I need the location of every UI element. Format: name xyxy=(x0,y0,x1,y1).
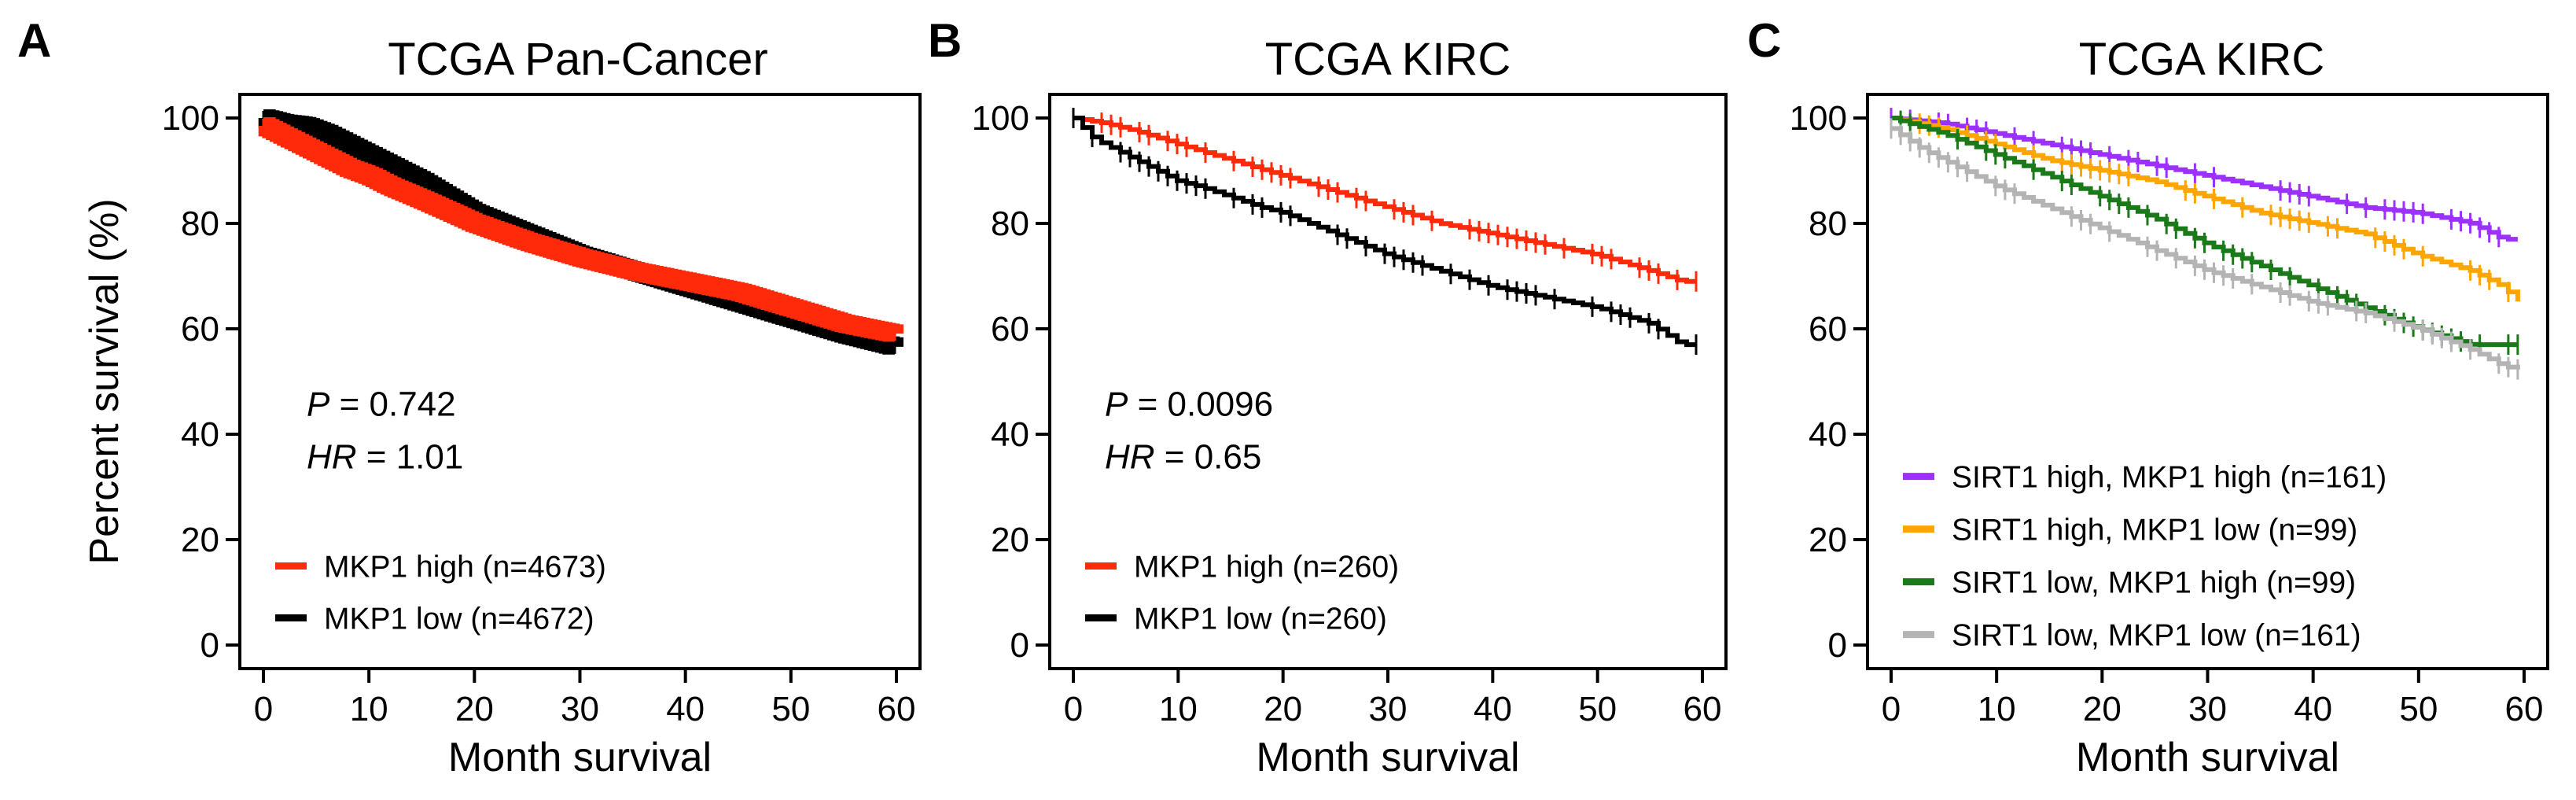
y-tick-label: 0 xyxy=(1010,626,1029,665)
legend: SIRT1 high, MKP1 high (n=161) SIRT1 high,… xyxy=(1903,461,2386,653)
panel-letter: C xyxy=(1747,14,1781,67)
x-tick-label: 50 xyxy=(771,690,810,728)
x-tick-label: 10 xyxy=(1978,690,2016,728)
p-value: = 0.742 xyxy=(329,385,455,424)
x-axis-label: Month survival xyxy=(448,735,712,780)
stats-annotation: P = 0.742 HR = 1.01 xyxy=(307,385,463,477)
y-tick-label: 80 xyxy=(991,205,1029,243)
chart-title: TCGA KIRC xyxy=(2079,34,2325,85)
hr-value-text: HR = 0.65 xyxy=(1105,438,1261,477)
x-tick-label: 30 xyxy=(1369,690,1408,728)
legend-label: SIRT1 low, MKP1 low (n=161) xyxy=(1952,619,2361,653)
y-tick-label: 40 xyxy=(1809,415,1847,454)
stats-annotation: P = 0.0096 HR = 0.65 xyxy=(1105,385,1273,477)
y-tick-label: 60 xyxy=(991,310,1029,348)
x-tick-label: 60 xyxy=(1684,690,1722,728)
series-group xyxy=(1072,108,1698,356)
chart-title: TCGA Pan-Cancer xyxy=(388,34,768,85)
y-tick-label: 40 xyxy=(181,415,219,454)
censor-marks-1 xyxy=(262,119,896,341)
x-tick-label: 50 xyxy=(1578,690,1617,728)
panel-letter: B xyxy=(928,14,962,67)
panel-b: B TCGA KIRC 0 20 40 60 80 100 0 10 20 30 40 50 60 Month… xyxy=(928,14,1728,780)
y-tick-label: 20 xyxy=(991,521,1029,559)
y-tick-label: 80 xyxy=(181,205,219,243)
censor-marks-1 xyxy=(1072,108,1698,356)
legend-label: MKP1 high (n=260) xyxy=(1134,551,1399,584)
x-axis-label: Month survival xyxy=(2076,735,2339,780)
x-tick-label: 20 xyxy=(1264,690,1302,728)
y-tick-label: 0 xyxy=(1828,626,1847,665)
p-value: = 0.0096 xyxy=(1128,385,1273,424)
legend-label: SIRT1 high, MKP1 high (n=161) xyxy=(1952,461,2386,495)
y-tick-label: 20 xyxy=(1809,521,1847,559)
y-tick-label: 20 xyxy=(181,521,219,559)
p-label: P xyxy=(1105,385,1128,424)
series-line-1 xyxy=(1073,116,1696,348)
hr-label: HR xyxy=(307,438,357,477)
panel-letter: A xyxy=(17,14,51,67)
y-axis-label: Percent survival (%) xyxy=(82,198,127,564)
hr-value: = 1.01 xyxy=(357,438,464,477)
x-tick-label: 20 xyxy=(455,690,494,728)
x-tick-label: 0 xyxy=(1882,690,1901,728)
y-tick-label: 60 xyxy=(181,310,219,348)
panel-c: C TCGA KIRC 0 20 40 60 80 100 0 10 20 30 40 50 60 Month… xyxy=(1747,14,2549,780)
x-tick-label: 60 xyxy=(2505,690,2544,728)
censor-marks-2 xyxy=(1899,110,2519,356)
x-tick-label: 40 xyxy=(1474,690,1512,728)
series-group xyxy=(1890,108,2520,380)
censor-marks-3 xyxy=(1890,118,2519,380)
x-tick-label: 0 xyxy=(1064,690,1083,728)
x-tick-label: 30 xyxy=(561,690,599,728)
x-tick-label: 10 xyxy=(1159,690,1198,728)
x-tick-label: 40 xyxy=(666,690,705,728)
legend-label: MKP1 low (n=4672) xyxy=(324,603,594,636)
y-tick-label: 80 xyxy=(1809,205,1847,243)
series-group xyxy=(258,109,903,355)
p-value-text: P = 0.0096 xyxy=(1105,385,1273,424)
hr-label: HR xyxy=(1105,438,1155,477)
hr-value: = 0.65 xyxy=(1155,438,1262,477)
y-tick-label: 100 xyxy=(162,99,219,138)
p-value-text: P = 0.742 xyxy=(307,385,456,424)
x-tick-label: 30 xyxy=(2188,690,2227,728)
censor-marks-0 xyxy=(1072,108,1698,292)
legend-label: SIRT1 high, MKP1 low (n=99) xyxy=(1952,514,2357,547)
y-tick-label: 40 xyxy=(991,415,1029,454)
y-tick-label: 100 xyxy=(1790,99,1847,138)
legend: MKP1 high (n=260) MKP1 low (n=260) xyxy=(1085,551,1399,636)
y-tick-label: 0 xyxy=(201,626,219,665)
x-tick-label: 10 xyxy=(350,690,388,728)
x-tick-label: 0 xyxy=(254,690,273,728)
x-tick-label: 20 xyxy=(2083,690,2122,728)
legend: MKP1 high (n=4673) MKP1 low (n=4672) xyxy=(275,551,606,636)
chart-title: TCGA KIRC xyxy=(1265,34,1511,85)
hr-value-text: HR = 1.01 xyxy=(307,438,463,477)
x-tick-label: 50 xyxy=(2399,690,2438,728)
legend-label: MKP1 low (n=260) xyxy=(1134,603,1387,636)
x-axis-label: Month survival xyxy=(1256,735,1519,780)
legend-label: MKP1 high (n=4673) xyxy=(324,551,606,584)
panel-a: A TCGA Pan-Cancer 0 20 40 60 80 100 0 10 20 30 40 50 6… xyxy=(17,14,922,780)
p-label: P xyxy=(307,385,330,424)
x-tick-label: 40 xyxy=(2294,690,2332,728)
x-tick-label: 60 xyxy=(878,690,916,728)
y-tick-label: 100 xyxy=(972,99,1029,138)
y-tick-label: 60 xyxy=(1809,310,1847,348)
legend-label: SIRT1 low, MKP1 high (n=99) xyxy=(1952,566,2356,600)
